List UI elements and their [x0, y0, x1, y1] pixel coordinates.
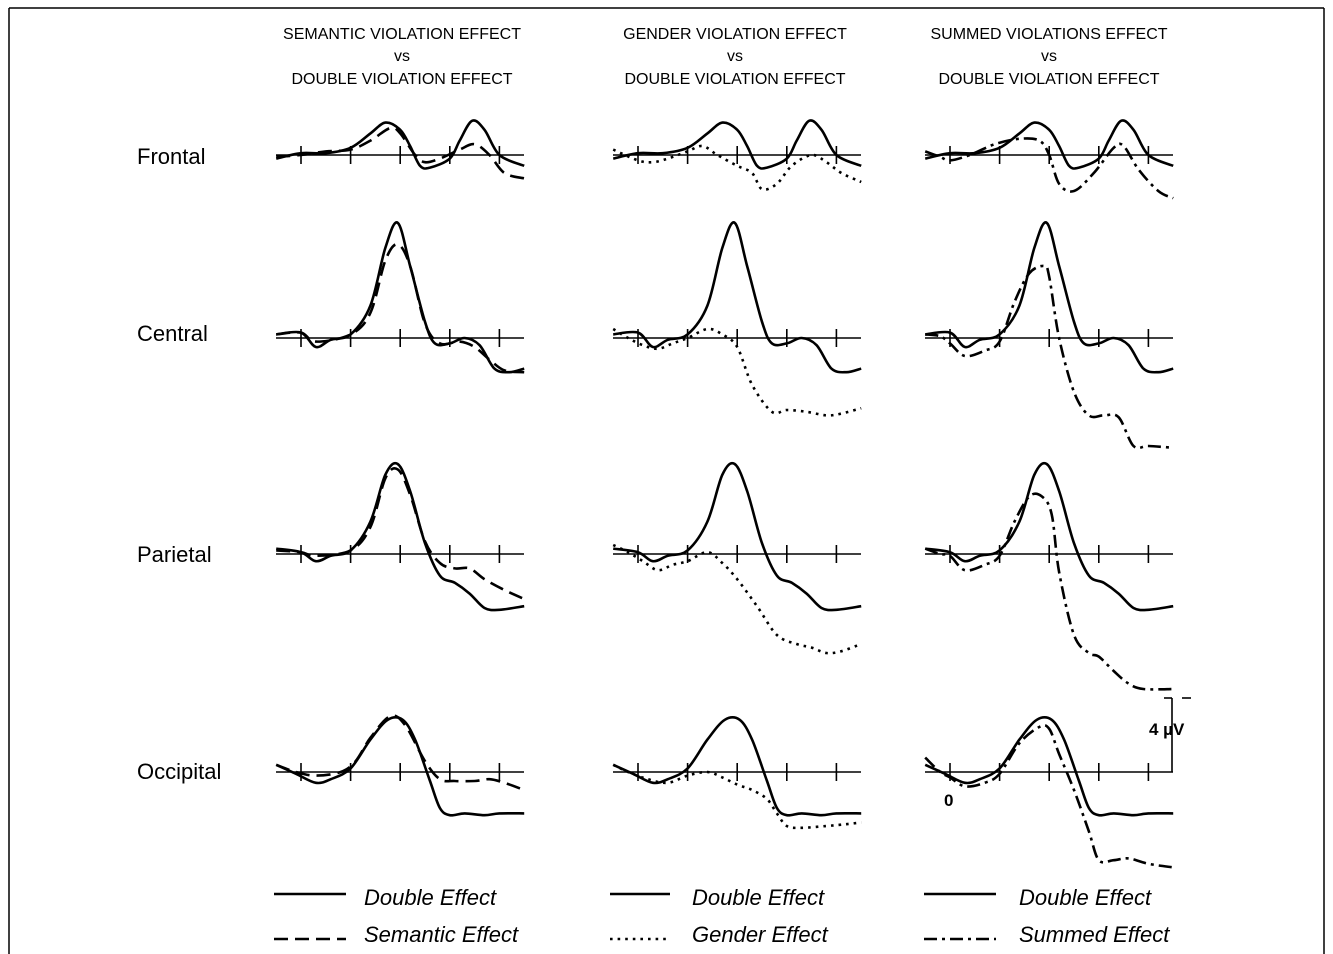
header-line: SUMMED VIOLATIONS EFFECT [930, 26, 1167, 43]
panel-central-semantic [276, 221, 525, 374]
legend-label-summed: Summed Effect [1019, 922, 1170, 947]
scale-bar-label: 4 µV [1149, 720, 1185, 739]
row-label-parietal: Parietal [137, 542, 212, 567]
double-effect-trace [613, 221, 862, 374]
scale-bar: 4 µV [1149, 697, 1191, 772]
double-effect-trace [924, 716, 1174, 817]
zero-label: 0 [944, 791, 953, 810]
double-effect-trace [925, 461, 1174, 612]
header-line: DOUBLE VIOLATION EFFECT [938, 71, 1159, 88]
legend-label-double: Double Effect [364, 885, 497, 910]
header-line: vs [1041, 48, 1057, 65]
panel-central-gender [612, 221, 862, 417]
summed-effect-trace [924, 492, 1174, 691]
double-effect-trace [276, 461, 525, 612]
header-line: DOUBLE VIOLATION EFFECT [624, 71, 845, 88]
panel-frontal-semantic [275, 119, 525, 180]
gender-effect-trace [612, 543, 862, 655]
legend-label-double: Double Effect [692, 885, 825, 910]
double-effect-trace [612, 716, 862, 817]
double-effect-trace [612, 119, 862, 170]
summed-effect-trace [924, 724, 1174, 869]
double-effect-trace [924, 119, 1174, 170]
column-header-semantic: SEMANTIC VIOLATION EFFECT vs DOUBLE VIOL… [283, 26, 521, 88]
header-line: DOUBLE VIOLATION EFFECT [291, 71, 512, 88]
semantic-effect-trace [276, 243, 525, 374]
double-effect-trace [613, 461, 862, 612]
panel-occipital-semantic [275, 714, 525, 817]
double-effect-trace [925, 221, 1174, 374]
panel-parietal-summed [924, 461, 1174, 691]
plot-panels [275, 119, 1174, 869]
row-label-central: Central [137, 321, 208, 346]
gender-effect-trace [612, 327, 862, 417]
legend-label-semantic: Semantic Effect [364, 922, 519, 947]
column-header-gender: GENDER VIOLATION EFFECT vs DOUBLE VIOLAT… [623, 26, 847, 88]
legend-label-gender: Gender Effect [692, 922, 829, 947]
summed-effect-trace [925, 264, 1174, 450]
header-line: vs [727, 48, 743, 65]
semantic-effect-trace [275, 714, 525, 792]
panel-parietal-semantic [276, 461, 525, 612]
row-label-occipital: Occipital [137, 759, 221, 784]
panel-occipital-gender [612, 716, 862, 830]
column-header-summed: SUMMED VIOLATIONS EFFECT vs DOUBLE VIOLA… [930, 26, 1167, 88]
legend-label-double: Double Effect [1019, 885, 1152, 910]
panel-occipital-summed [924, 716, 1174, 869]
header-line: SEMANTIC VIOLATION EFFECT [283, 26, 521, 43]
panel-parietal-gender [612, 461, 862, 655]
legend-summed: Double Effect Summed Effect [924, 885, 1170, 947]
double-effect-trace [276, 221, 525, 374]
double-effect-trace [275, 119, 525, 170]
double-effect-trace [275, 716, 525, 817]
header-line: GENDER VIOLATION EFFECT [623, 26, 847, 43]
semantic-effect-trace [276, 467, 525, 601]
panel-frontal-summed [924, 119, 1174, 200]
legend-semantic: Double Effect Semantic Effect [274, 885, 519, 947]
summed-effect-trace [924, 137, 1174, 200]
panel-frontal-gender [612, 119, 862, 191]
legend-gender: Double Effect Gender Effect [610, 885, 829, 947]
panel-central-summed [925, 221, 1174, 450]
row-label-frontal: Frontal [137, 144, 205, 169]
header-line: vs [394, 48, 410, 65]
